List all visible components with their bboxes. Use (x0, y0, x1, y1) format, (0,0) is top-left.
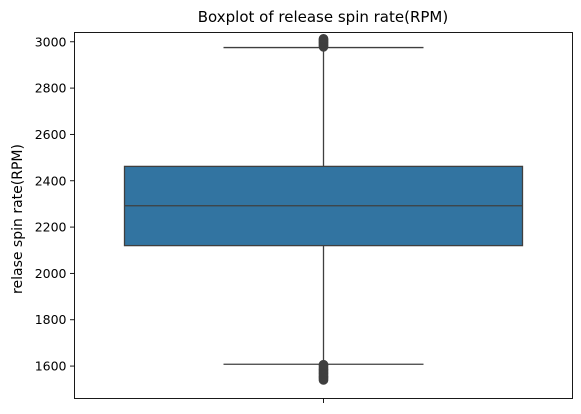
y-tick-label: 2800 (35, 81, 67, 96)
y-tick-label: 2400 (35, 173, 67, 188)
y-axis: 1600 1800 2000 2200 2400 2600 2800 3000 (35, 34, 75, 374)
outlier-point-high (318, 33, 329, 44)
y-tick-label: 2200 (35, 220, 67, 235)
plot-area (123, 33, 524, 385)
y-tick-label: 2600 (35, 127, 67, 142)
y-axis-label: relase spin rate(RPM) (10, 144, 26, 294)
chart-title: Boxplot of release spin rate(RPM) (198, 8, 448, 26)
y-tick-label: 1600 (35, 359, 67, 374)
y-tick-label: 2000 (35, 266, 67, 281)
outlier-point-low (318, 359, 329, 370)
y-tick-label: 1800 (35, 312, 67, 327)
y-tick-label: 3000 (35, 34, 67, 49)
